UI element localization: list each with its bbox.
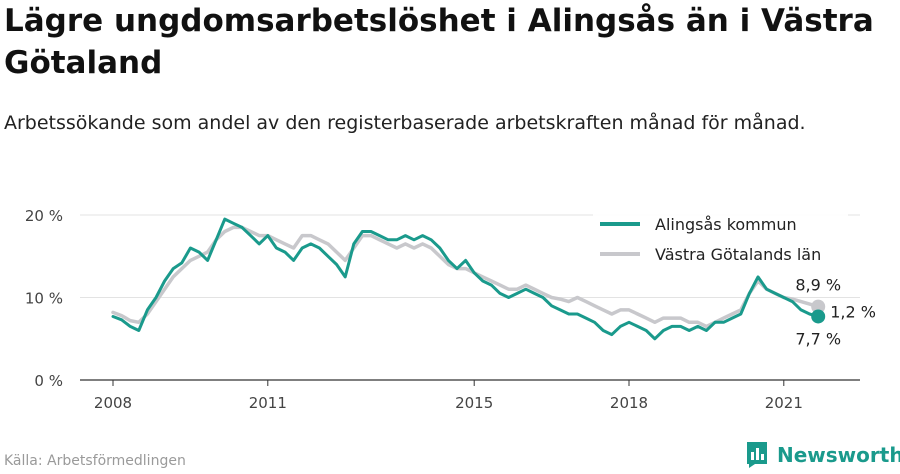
- end-labels: 8,9 % 1,2 % 7,7 %: [795, 276, 876, 349]
- y-tick-label: 20 %: [25, 207, 63, 225]
- chart-legend: Alingsås kommun Västra Götalands län: [593, 208, 848, 270]
- chart-title: Lägre ungdomsarbetslöshet i Alingsås än …: [4, 3, 874, 81]
- newsworthy-logo-icon: [747, 442, 767, 468]
- legend-item-alingsas: Alingsås kommun: [655, 215, 797, 234]
- y-tick-label: 10 %: [25, 290, 63, 308]
- brand-name: Newsworthy: [777, 443, 900, 467]
- legend-item-vastra-gotaland: Västra Götalands län: [655, 245, 821, 264]
- series-lines: [111, 217, 820, 341]
- end-point-vastra-gotaland: [811, 299, 826, 314]
- legend-background: [593, 208, 848, 270]
- y-axis-ticks: 0 % 10 % 20 %: [25, 207, 63, 390]
- x-tick-label: 2021: [765, 394, 803, 412]
- chart-subtitle: Arbetssökande som andel av den registerb…: [4, 112, 806, 134]
- x-tick-label: 2011: [249, 394, 287, 412]
- series-line-vastra-gotaland: [111, 225, 820, 329]
- end-point-alingsas: [811, 309, 826, 324]
- end-label-difference: 1,2 %: [830, 303, 876, 322]
- x-tick-label: 2015: [455, 394, 493, 412]
- end-label-alingsas: 7,7 %: [795, 329, 841, 348]
- end-label-vastra-gotaland: 8,9 %: [795, 276, 841, 295]
- line-chart: 0 % 10 % 20 % 2008 2011 2015 2018 2021 8,9 % 1,…: [25, 207, 876, 412]
- x-tick-label: 2008: [94, 394, 132, 412]
- series-line-alingsas: [111, 217, 820, 341]
- source-note: Källa: Arbetsförmedlingen: [4, 453, 186, 469]
- x-axis: 2008 2011 2015 2018 2021: [94, 380, 803, 412]
- y-tick-label: 0 %: [34, 372, 63, 390]
- x-tick-label: 2018: [610, 394, 648, 412]
- brand-mark[interactable]: Newsworthy: [745, 440, 900, 470]
